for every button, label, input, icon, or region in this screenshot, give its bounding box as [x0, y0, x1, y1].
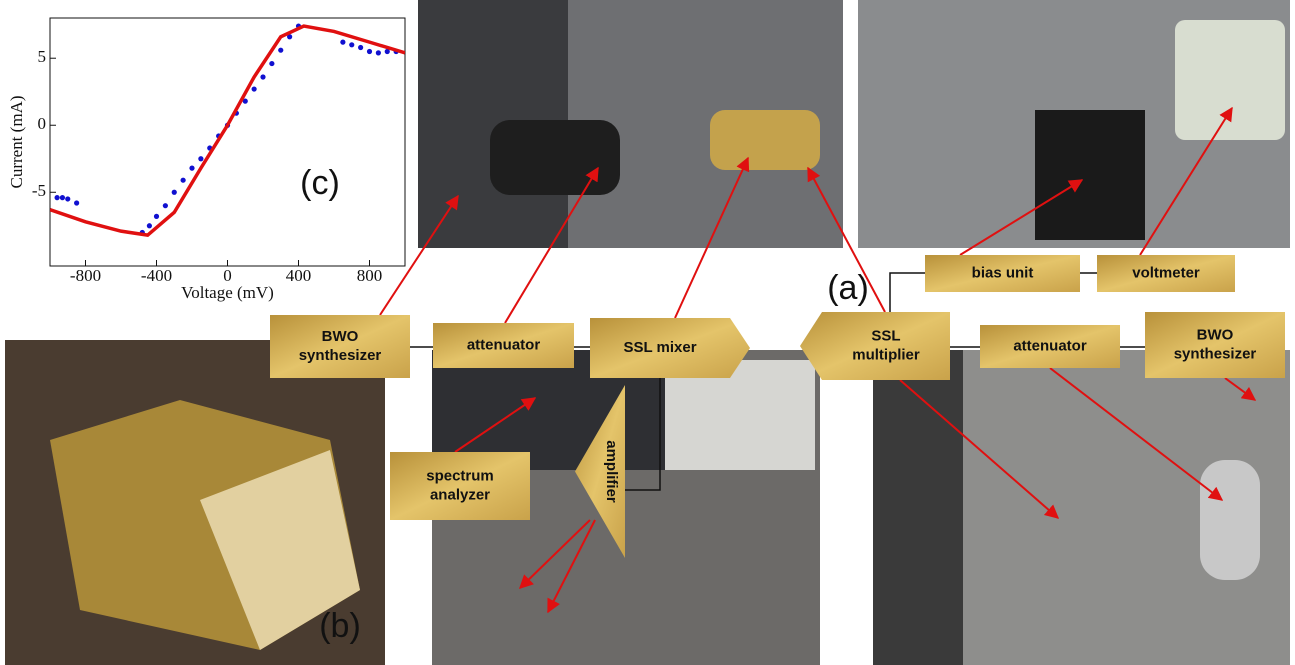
x-axis-label: Voltage (mV) — [181, 283, 274, 302]
panel-label: (c) — [300, 164, 340, 202]
x-tick-label: -800 — [70, 266, 101, 285]
label-text: amplifier — [603, 440, 620, 503]
data-point — [376, 50, 381, 55]
data-point — [340, 40, 345, 45]
label-text: attenuator — [467, 336, 541, 353]
data-point — [181, 178, 186, 183]
y-tick-label: -5 — [32, 181, 46, 200]
data-point — [252, 86, 257, 91]
panel-label: (a) — [827, 269, 869, 307]
label-text: voltmeter — [1132, 264, 1200, 281]
y-tick-label: 5 — [38, 47, 47, 66]
y-axis-label: Current (mA) — [7, 95, 26, 188]
data-point — [269, 61, 274, 66]
fit-line — [50, 26, 405, 235]
photo-part — [710, 110, 820, 170]
label-text: bias unit — [972, 264, 1034, 281]
data-point — [163, 203, 168, 208]
data-point — [147, 223, 152, 228]
panel-label: (b) — [319, 607, 361, 645]
photo-part — [1035, 110, 1145, 240]
data-point — [260, 74, 265, 79]
photo-part — [1175, 20, 1285, 140]
x-tick-label: 400 — [286, 266, 312, 285]
y-tick-label: 0 — [38, 114, 47, 133]
label-text: attenuator — [1013, 337, 1087, 354]
x-tick-label: 800 — [357, 266, 383, 285]
data-point — [172, 190, 177, 195]
data-point — [60, 195, 65, 200]
data-point — [367, 49, 372, 54]
photo-part — [1200, 460, 1260, 580]
data-point — [198, 156, 203, 161]
label-text: BWO — [1197, 326, 1234, 343]
data-point — [189, 166, 194, 171]
data-point — [74, 200, 79, 205]
photo-part — [490, 120, 620, 195]
label-text: synthesizer — [1174, 345, 1257, 362]
data-point — [349, 42, 354, 47]
data-point — [154, 214, 159, 219]
label-text: BWO — [322, 328, 359, 345]
plot-frame — [50, 18, 405, 266]
label-text: SSL — [871, 327, 900, 344]
data-point — [65, 196, 70, 201]
connector — [890, 273, 925, 312]
label-text: multiplier — [852, 346, 920, 363]
label-text: synthesizer — [299, 347, 382, 364]
label-text: spectrum — [426, 467, 494, 484]
photo-part — [873, 350, 963, 665]
data-point — [358, 45, 363, 50]
x-tick-label: -400 — [141, 266, 172, 285]
data-point — [278, 48, 283, 53]
data-point — [55, 195, 60, 200]
figure: BWO synthesizer attenuator SSL mixer SSL mult… — [0, 0, 1295, 665]
label-text: SSL mixer — [623, 339, 696, 356]
label-text: analyzer — [430, 486, 490, 503]
